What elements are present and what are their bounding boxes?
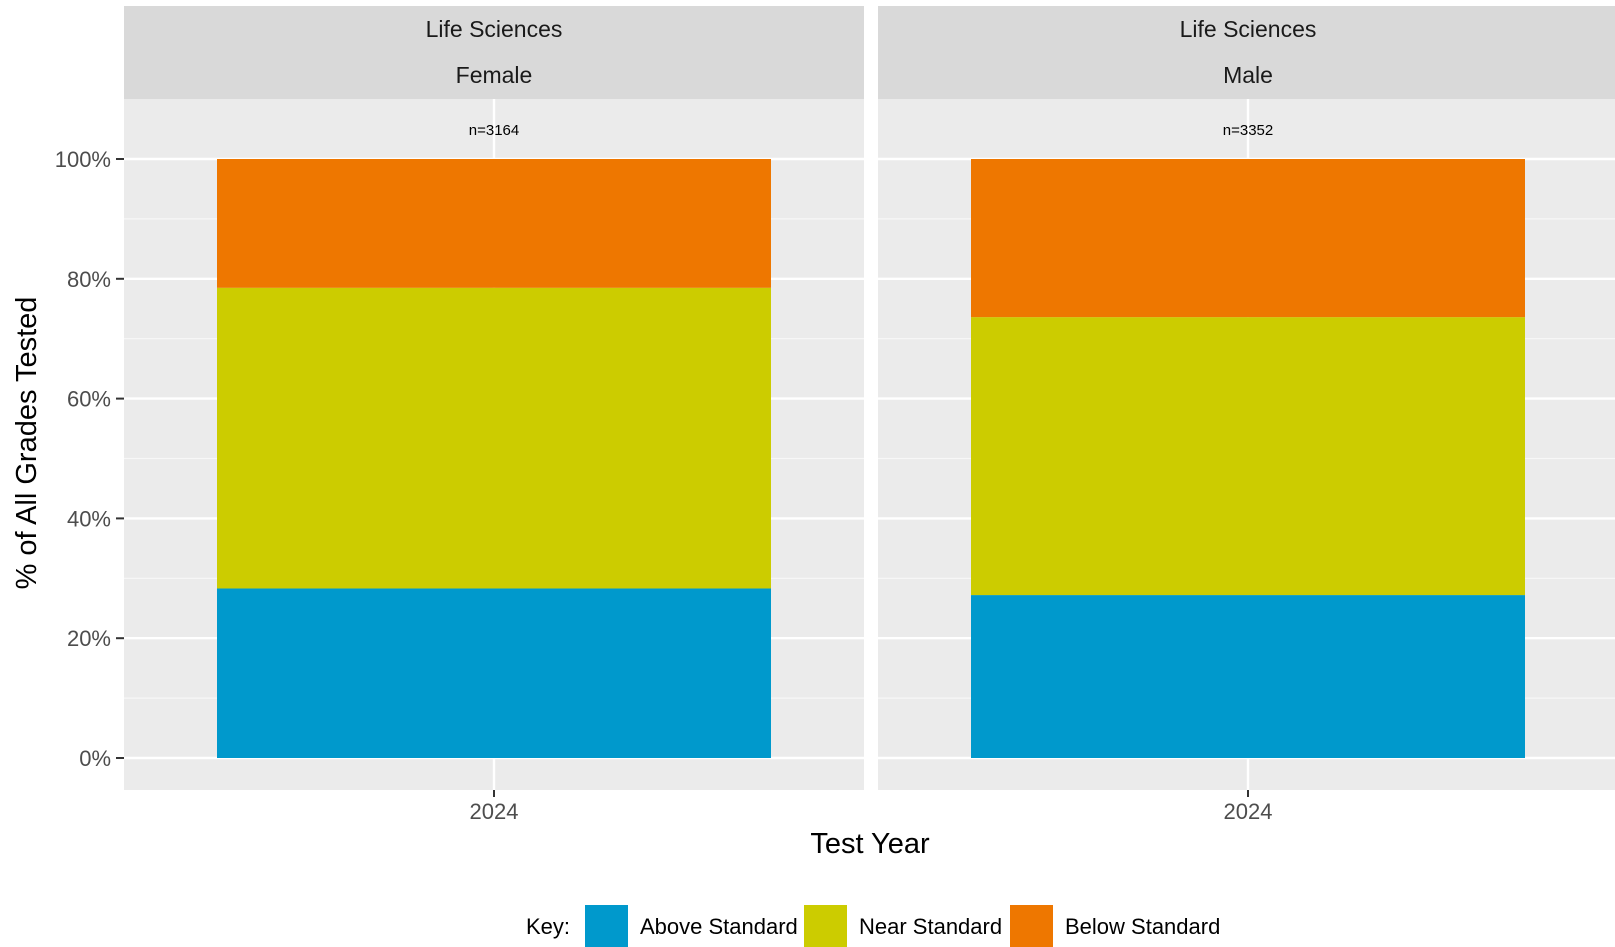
bar-segment-below-standard [217,159,771,288]
legend: Key: Above Standard Near Standard Below St… [526,905,1220,947]
facet-female: Life Sciences Female n=3164 2024 [124,6,864,824]
bar-segment-below-standard [971,159,1525,318]
sample-size-label: n=3352 [1223,122,1273,139]
x-tick-label: 2024 [470,799,519,824]
facet-strip-subtitle: Male [1223,62,1273,88]
facet-strip [878,6,1615,99]
bar-segment-near-standard [217,287,771,589]
y-axis: 0% 20% 40% 60% 80% 100% [55,147,124,771]
x-axis-title: Test Year [810,828,930,860]
legend-label-above-standard: Above Standard [640,914,798,939]
facet-male: Life Sciences Male n=3352 2024 [878,6,1615,824]
legend-key-near-standard [804,905,847,947]
bar-segment-above-standard [971,595,1525,758]
facet-strip-title: Life Sciences [426,16,563,42]
y-tick-label: 60% [67,387,111,412]
bar-segment-above-standard [217,588,771,758]
y-tick-label: 20% [67,626,111,651]
x-tick-label: 2024 [1224,799,1273,824]
y-axis-title: % of All Grades Tested [11,297,43,590]
facet-strip-title: Life Sciences [1180,16,1317,42]
y-tick-label: 80% [67,267,111,292]
y-tick-label: 0% [79,746,111,771]
facet-strip [124,6,864,99]
y-tick-label: 100% [55,147,111,172]
bar-segment-near-standard [971,317,1525,596]
legend-title: Key: [526,914,570,939]
legend-key-below-standard [1010,905,1053,947]
legend-key-above-standard [585,905,628,947]
y-tick-label: 40% [67,506,111,531]
sample-size-label: n=3164 [469,122,519,139]
facet-strip-subtitle: Female [456,62,533,88]
legend-label-near-standard: Near Standard [859,914,1002,939]
legend-label-below-standard: Below Standard [1065,914,1220,939]
